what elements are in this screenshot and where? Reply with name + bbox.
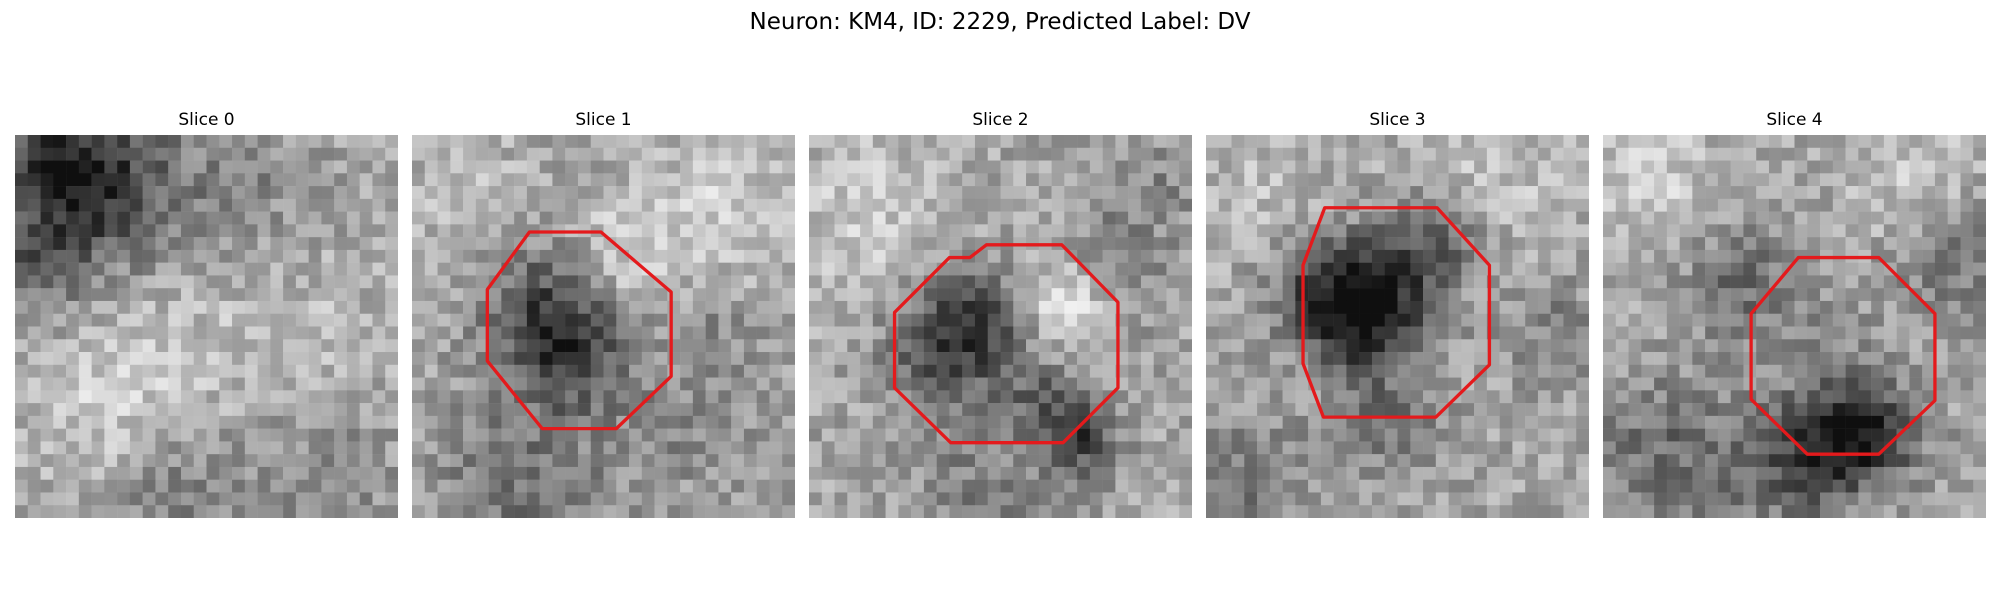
slice-pixels — [809, 135, 1192, 518]
roi-outline — [892, 243, 1120, 445]
slice-image — [809, 135, 1192, 518]
slice-panel-0: Slice 0 — [15, 110, 398, 518]
slice-title: Slice 4 — [1766, 110, 1823, 130]
roi-outline — [485, 230, 673, 431]
slice-pixels — [15, 135, 398, 518]
slice-panel-2: Slice 2 — [809, 110, 1192, 518]
slice-image — [1206, 135, 1589, 518]
slice-title: Slice 2 — [972, 110, 1029, 130]
slice-pixels — [1603, 135, 1986, 518]
slice-panel-4: Slice 4 — [1603, 110, 1986, 518]
roi-outline — [1301, 206, 1492, 419]
figure-title: Neuron: KM4, ID: 2229, Predicted Label: … — [749, 9, 1251, 35]
roi-outline — [1749, 255, 1937, 456]
slice-title: Slice 0 — [178, 110, 235, 130]
slice-pixels — [1206, 135, 1589, 518]
slice-image — [412, 135, 795, 518]
slice-panel-3: Slice 3 — [1206, 110, 1589, 518]
slice-title: Slice 3 — [1369, 110, 1426, 130]
slice-title: Slice 1 — [575, 110, 632, 130]
slice-pixels — [412, 135, 795, 518]
slice-image — [15, 135, 398, 518]
slice-image — [1603, 135, 1986, 518]
slice-panel-1: Slice 1 — [412, 110, 795, 518]
